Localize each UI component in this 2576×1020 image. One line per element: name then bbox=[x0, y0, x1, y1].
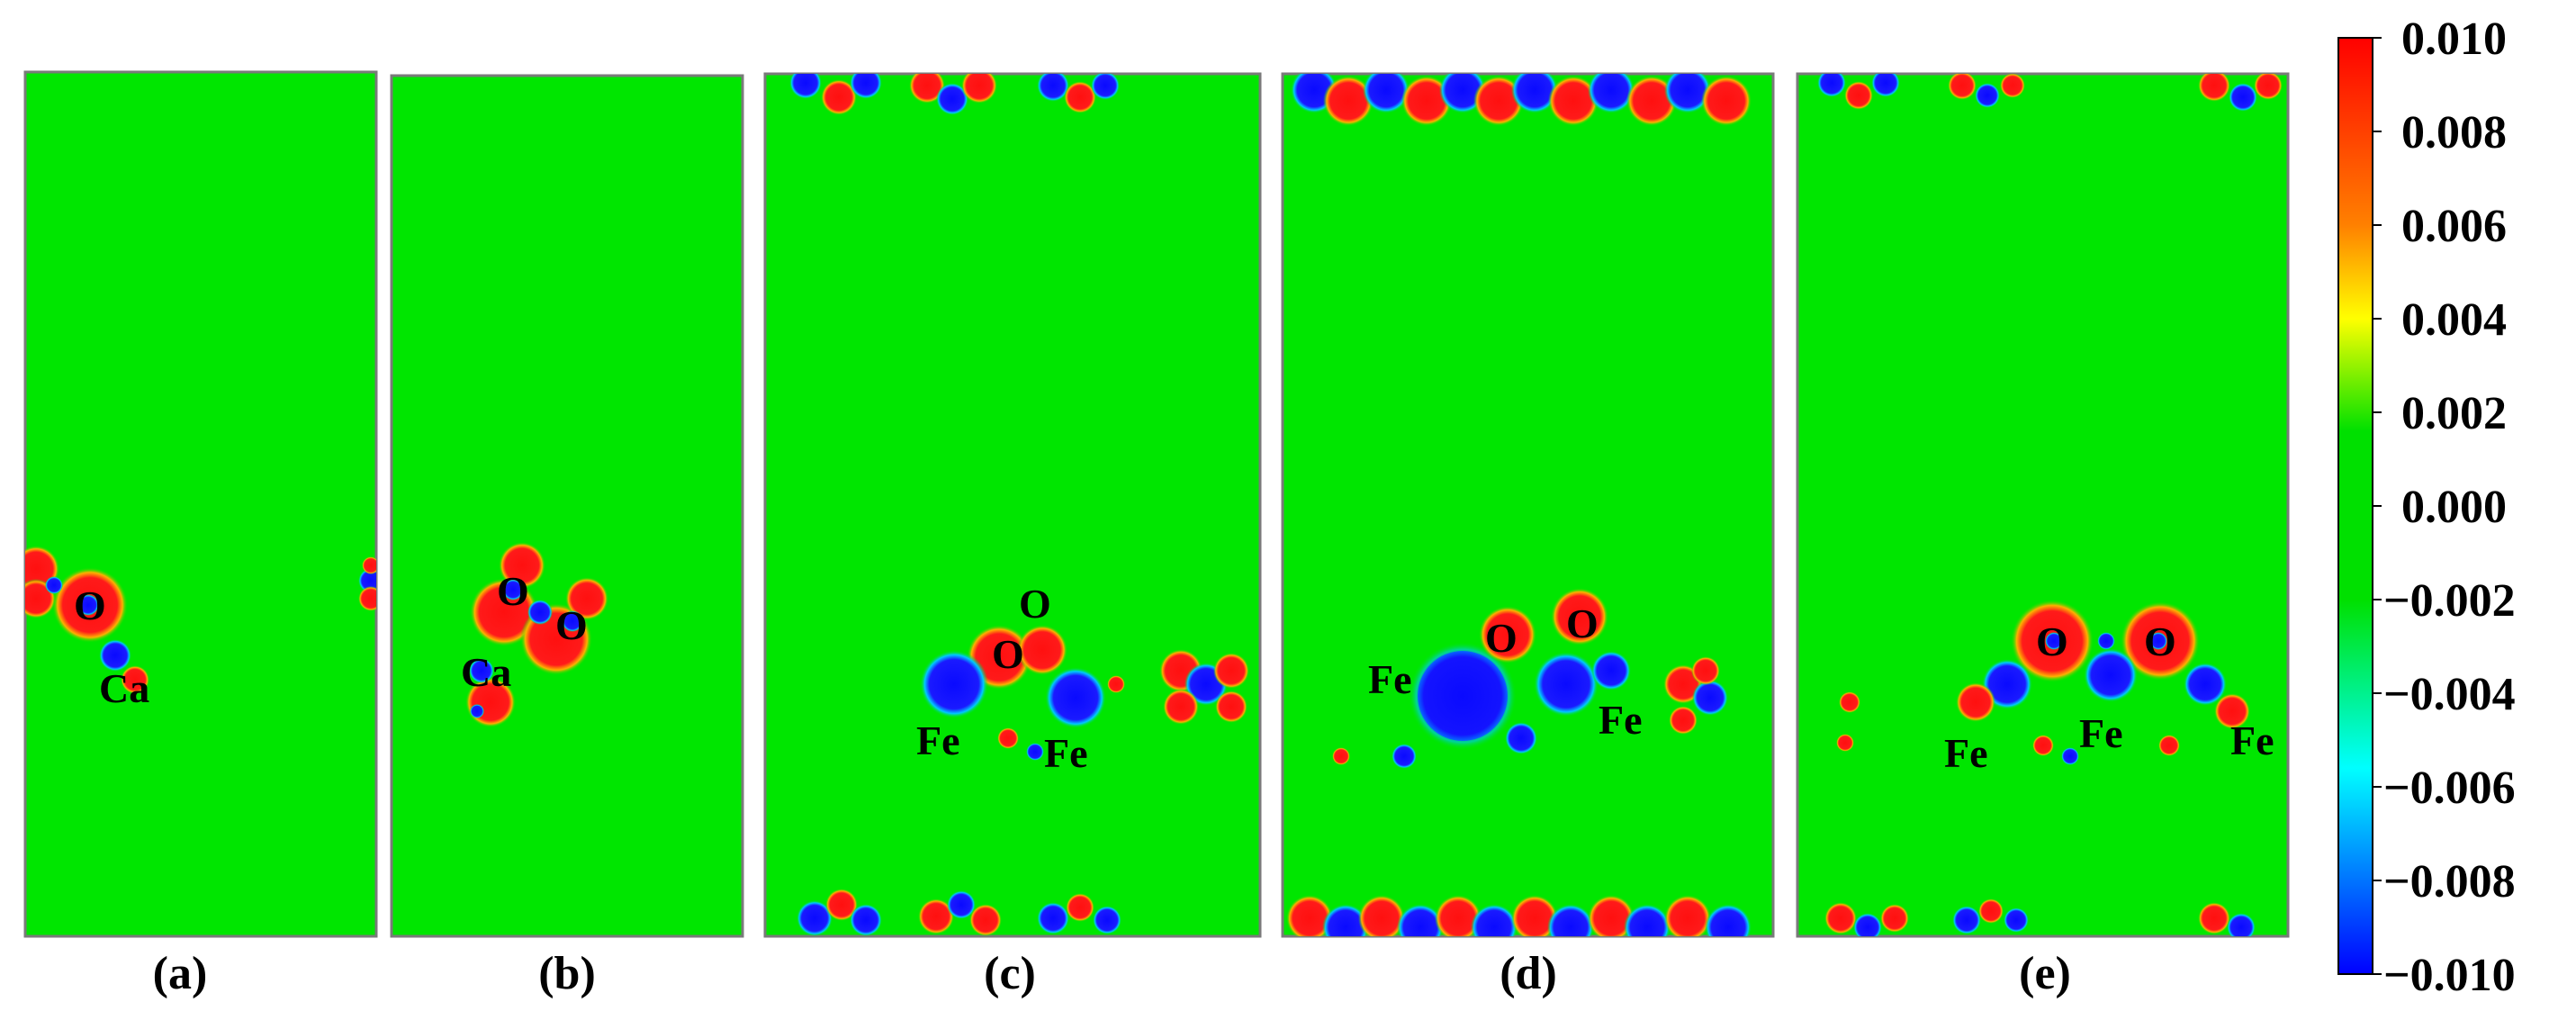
atom-label-c-0: O bbox=[1019, 581, 1051, 627]
panel-b: O O Ca (b) bbox=[390, 74, 744, 999]
atom-label-e-1: O bbox=[2144, 618, 2176, 664]
atom-label-e-4: Fe bbox=[2230, 718, 2274, 763]
panel-b-density bbox=[465, 542, 608, 727]
atom-label-b-2: Ca bbox=[461, 649, 511, 695]
colorbar-tick: −0.002 bbox=[2383, 575, 2516, 627]
panel-e: O O Fe Fe Fe (e) bbox=[1796, 72, 2290, 999]
panel-d-bottom-lobes bbox=[1286, 895, 1752, 936]
panel-b-caption: (b) bbox=[538, 948, 596, 999]
panel-c-top-lobes bbox=[789, 74, 1120, 115]
panel-e-top-lobes bbox=[1817, 74, 2283, 112]
atom-label-c-3: Fe bbox=[1044, 730, 1088, 776]
atom-label-b-1: O bbox=[555, 602, 588, 648]
panel-d: Fe O O Fe (d) bbox=[1281, 72, 1775, 999]
atom-label-d-2: O bbox=[1566, 600, 1599, 646]
panel-a-density bbox=[25, 546, 376, 694]
colorbar-tick: 0.004 bbox=[2401, 294, 2507, 346]
colorbar-tick: 0.008 bbox=[2401, 107, 2507, 158]
panel-a-caption: (a) bbox=[153, 948, 208, 999]
panel-c-density bbox=[789, 74, 1249, 936]
colorbar-tick: −0.004 bbox=[2383, 669, 2516, 720]
panel-e-density bbox=[1817, 74, 2283, 936]
atom-label-e-3: Fe bbox=[2079, 710, 2123, 756]
atom-label-d-0: Fe bbox=[1368, 656, 1412, 702]
panel-d-frame bbox=[1281, 72, 1775, 938]
colorbar-tick: 0.010 bbox=[2401, 14, 2507, 65]
panel-a-frame bbox=[23, 70, 378, 938]
atom-label-e-0: O bbox=[2036, 618, 2068, 664]
atom-label-a-1: Ca bbox=[99, 665, 149, 711]
panel-a: O Ca (a) bbox=[23, 70, 378, 999]
atom-label-c-1: O bbox=[992, 631, 1024, 677]
colorbar-tick: −0.006 bbox=[2383, 763, 2516, 814]
atom-label-e-2: Fe bbox=[1944, 730, 1988, 776]
panel-d-top-lobes bbox=[1291, 74, 1752, 126]
panel-c-frame bbox=[763, 72, 1262, 938]
colorbar-tick: −0.010 bbox=[2383, 950, 2516, 1001]
colorbar-tick: 0.002 bbox=[2401, 388, 2507, 439]
colorbar-tick-marks bbox=[2373, 37, 2382, 975]
panel-c-caption: (c) bbox=[984, 948, 1036, 999]
panel-c: O O Fe Fe (c) bbox=[763, 72, 1262, 999]
atom-label-d-1: O bbox=[1485, 615, 1518, 661]
panel-e-caption: (e) bbox=[2019, 948, 2071, 999]
colorbar-scale bbox=[2337, 37, 2373, 975]
panel-d-caption: (d) bbox=[1500, 948, 1557, 999]
colorbar: 0.010 0.008 0.006 0.004 0.002 0.000 −0.0… bbox=[2337, 14, 2516, 1001]
colorbar-tick: 0.006 bbox=[2401, 201, 2507, 252]
colorbar-tick: −0.008 bbox=[2383, 856, 2516, 907]
colorbar-tick: 0.000 bbox=[2401, 482, 2507, 533]
atom-label-c-2: Fe bbox=[916, 718, 960, 763]
panel-e-bottom-lobes bbox=[1824, 898, 2256, 936]
panel-c-bottom-lobes bbox=[797, 889, 1121, 936]
colorbar-ticks: 0.010 0.008 0.006 0.004 0.002 0.000 −0.0… bbox=[2383, 14, 2516, 1001]
panel-e-frame bbox=[1796, 72, 2290, 938]
atom-label-a-0: O bbox=[74, 582, 106, 628]
panel-d-density bbox=[1286, 74, 1752, 936]
atom-label-d-3: Fe bbox=[1599, 697, 1643, 743]
panel-b-frame bbox=[390, 74, 744, 938]
atom-label-b-0: O bbox=[497, 568, 529, 614]
